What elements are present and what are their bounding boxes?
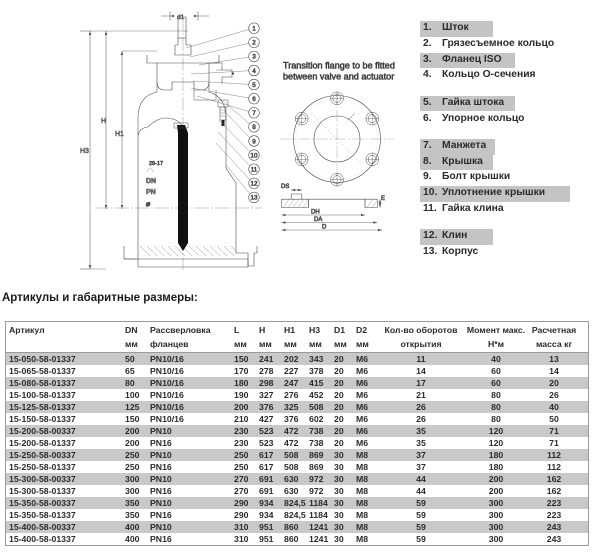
- svg-text:2: 2: [252, 40, 256, 47]
- svg-text:DS: DS: [281, 184, 289, 190]
- svg-text:H3: H3: [80, 148, 89, 155]
- svg-text:4: 4: [252, 68, 256, 75]
- svg-text:PN: PN: [146, 189, 156, 196]
- svg-text:29-17: 29-17: [149, 161, 163, 167]
- svg-text:12: 12: [250, 181, 258, 188]
- svg-text:DA: DA: [314, 217, 322, 223]
- svg-text:Transition flange to be fitted: Transition flange to be fitted: [283, 61, 395, 71]
- svg-text:5: 5: [252, 82, 256, 89]
- svg-text:1: 1: [252, 26, 256, 33]
- svg-text:between valve and actuator: between valve and actuator: [283, 72, 394, 82]
- svg-text:13: 13: [250, 195, 258, 202]
- svg-text:11: 11: [251, 167, 258, 174]
- svg-text:3: 3: [252, 54, 256, 61]
- svg-text:10: 10: [250, 152, 258, 159]
- svg-text:D: D: [322, 225, 327, 231]
- svg-text:E: E: [381, 196, 385, 202]
- svg-text:DH: DH: [311, 210, 320, 216]
- svg-text:9: 9: [252, 138, 256, 145]
- svg-text:7: 7: [252, 110, 256, 117]
- svg-text:6: 6: [252, 96, 256, 103]
- svg-text:H1: H1: [115, 131, 124, 138]
- svg-text:DN: DN: [146, 178, 156, 185]
- svg-text:H: H: [101, 118, 106, 125]
- svg-text:8: 8: [252, 124, 256, 131]
